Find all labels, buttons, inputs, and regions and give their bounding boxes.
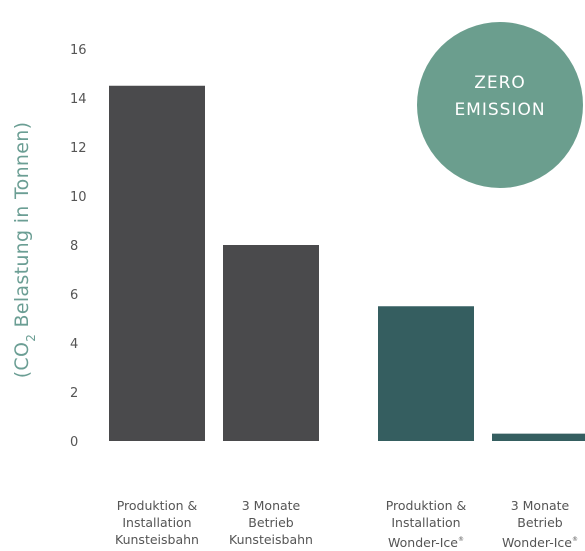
bars xyxy=(109,85,585,441)
y-tick-8: 8 xyxy=(70,239,78,254)
y-axis-ticks: 0 2 4 6 8 10 12 14 16 xyxy=(70,43,87,450)
badge-circle xyxy=(417,22,583,188)
registered-mark: ® xyxy=(457,536,464,543)
y-tick-6: 6 xyxy=(70,288,78,303)
y-tick-0: 0 xyxy=(70,435,78,450)
category-label-line: Wonder-Ice® xyxy=(388,535,464,550)
category-label-line: Installation xyxy=(391,515,461,530)
y-tick-16: 16 xyxy=(70,43,87,58)
category-label-line: Kunsteisbahn xyxy=(115,532,199,547)
zero-emission-badge: ZERO EMISSION xyxy=(417,22,583,188)
category-label-line: Installation xyxy=(122,515,192,530)
category-label-line: Produktion & xyxy=(385,498,467,513)
category-label-3: Produktion & Installation Wonder-Ice® xyxy=(371,497,481,551)
registered-mark: ® xyxy=(571,536,578,543)
bar-3 xyxy=(378,306,474,441)
category-label-line: 3 Monate xyxy=(510,498,570,513)
category-label-2: 3 Monate Betrieb Kunsteisbahn xyxy=(216,497,326,548)
category-label-1: Produktion & Installation Kunsteisbahn xyxy=(102,497,212,548)
category-label-line: Betrieb xyxy=(248,515,294,530)
category-label-line: Betrieb xyxy=(517,515,563,530)
category-label-line: Wonder-Ice® xyxy=(502,535,578,550)
y-axis-label: (CO2 Belastung in Tonnen) xyxy=(11,122,38,379)
bar-4 xyxy=(492,433,585,441)
y-tick-2: 2 xyxy=(70,386,78,401)
y-tick-10: 10 xyxy=(70,190,87,205)
y-tick-12: 12 xyxy=(70,141,87,156)
y-tick-4: 4 xyxy=(70,337,78,352)
category-label-4: 3 Monate Betrieb Wonder-Ice® xyxy=(485,497,585,551)
badge-line-2: EMISSION xyxy=(454,100,545,120)
badge-line-1: ZERO xyxy=(474,73,526,93)
y-tick-14: 14 xyxy=(70,92,87,107)
bar-2 xyxy=(223,245,319,441)
category-label-line: 3 Monate xyxy=(241,498,301,513)
bar-1 xyxy=(109,85,205,441)
category-label-line: Kunsteisbahn xyxy=(229,532,313,547)
category-label-line: Produktion & xyxy=(116,498,198,513)
